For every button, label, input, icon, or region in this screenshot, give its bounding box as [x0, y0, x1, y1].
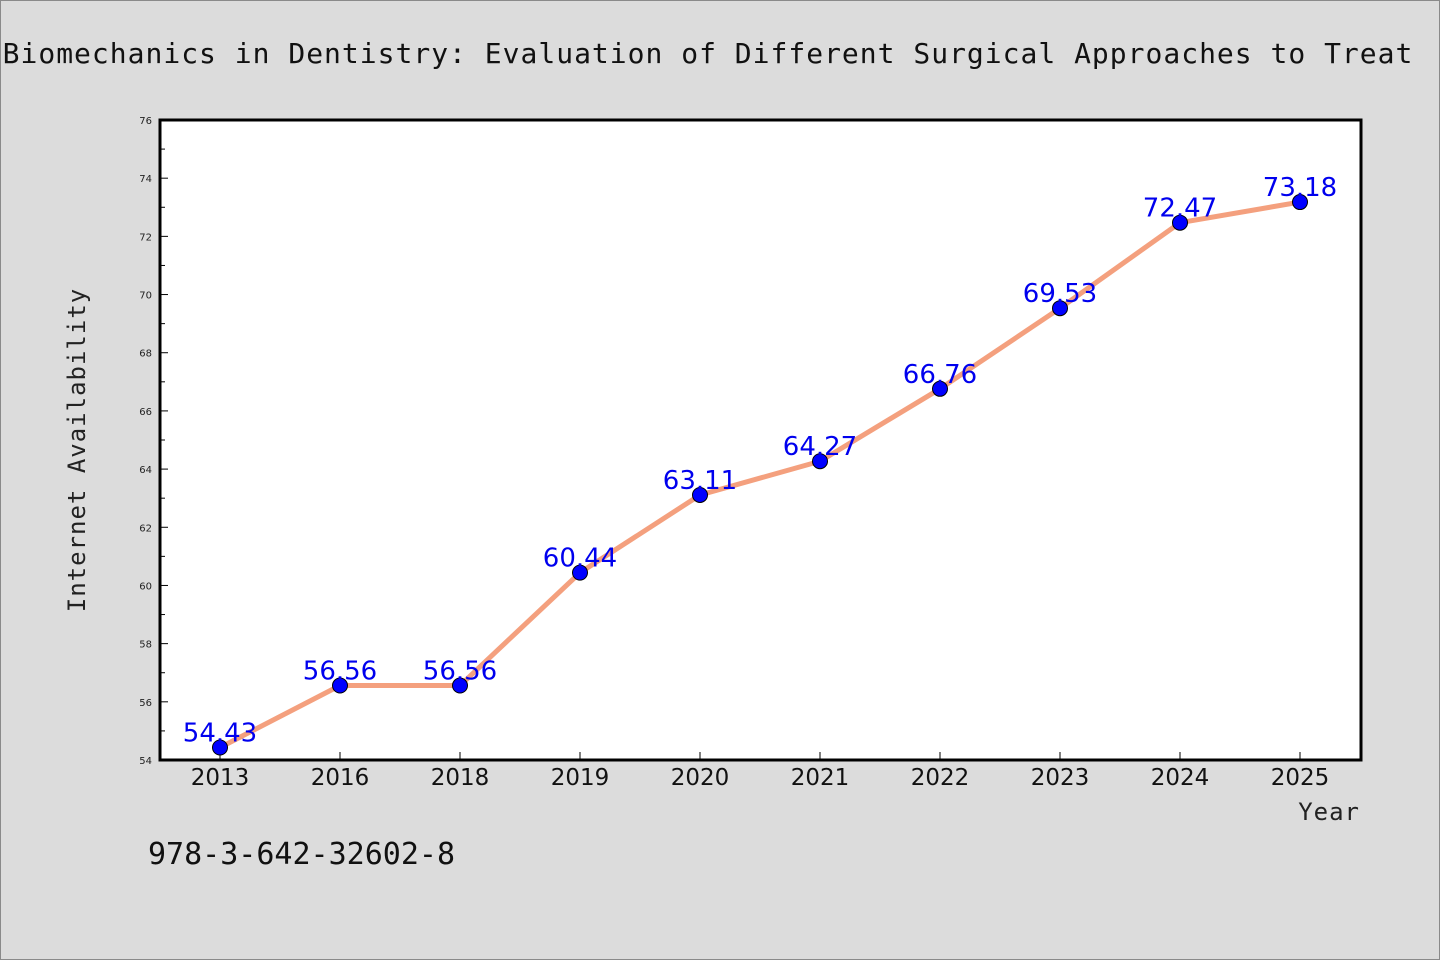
- x-axis: 2013 2016 2018 2019 2020 2021 2022 2023 2024 2025: [191, 752, 1330, 791]
- y-tick-label: 62: [139, 523, 152, 534]
- data-label: 73.18: [1263, 173, 1337, 203]
- data-point-marker: [452, 677, 468, 694]
- data-point-marker: [1052, 300, 1068, 317]
- y-tick-label: 54: [139, 756, 152, 767]
- isbn-text: 978-3-642-32602-8: [148, 837, 455, 872]
- x-tick-label: 2020: [671, 765, 730, 791]
- x-tick-label: 2016: [311, 765, 370, 791]
- y-axis: 54 56 58 60 62 64 66 68 70 72 74 76: [139, 116, 168, 767]
- x-tick-label: 2019: [551, 765, 610, 791]
- data-point-marker: [932, 380, 948, 397]
- y-tick-label: 58: [139, 640, 152, 651]
- data-label: 54.43: [183, 718, 257, 748]
- data-label: 64.27: [783, 432, 857, 462]
- data-point-marker: [1172, 214, 1188, 231]
- y-tick-label: 74: [139, 174, 152, 185]
- y-tick-label: 76: [139, 116, 152, 127]
- data-point-marker: [812, 453, 828, 470]
- data-label: 63.11: [663, 466, 737, 496]
- y-tick-label: 60: [139, 581, 152, 592]
- x-tick-label: 2018: [431, 765, 490, 791]
- x-axis-label: Year: [1298, 798, 1360, 826]
- series-line: [217, 199, 1303, 750]
- y-tick-label: 68: [139, 349, 152, 360]
- chart-title: Biomechanics in Dentistry: Evaluation of…: [3, 37, 1414, 70]
- data-point-marker: [332, 677, 348, 694]
- x-tick-label: 2023: [1031, 765, 1090, 791]
- y-tick-label: 70: [139, 291, 152, 302]
- y-tick-label: 56: [139, 698, 152, 709]
- x-tick-label: 2024: [1151, 765, 1210, 791]
- data-label: 66.76: [903, 360, 977, 390]
- x-tick-label: 2013: [191, 765, 250, 791]
- x-tick-label: 2022: [911, 765, 970, 791]
- y-tick-label: 72: [139, 232, 152, 243]
- data-point-marker: [1292, 194, 1308, 211]
- data-label: 60.44: [543, 544, 617, 574]
- data-point-marker: [212, 739, 228, 756]
- data-label: 72.47: [1143, 194, 1217, 224]
- x-tick-label: 2025: [1271, 765, 1330, 791]
- plot-area: [158, 118, 1363, 762]
- data-label: 56.56: [423, 657, 497, 687]
- data-label: 56.56: [303, 657, 377, 687]
- y-tick-label: 66: [139, 407, 152, 418]
- y-tick-label: 64: [139, 465, 152, 476]
- data-label: 69.53: [1023, 279, 1097, 309]
- x-tick-label: 2021: [791, 765, 850, 791]
- y-axis-label: Internet Availability: [63, 288, 91, 612]
- data-point-marker: [572, 564, 588, 581]
- series-group: 54.43 56.56 56.56 60.44 63.11 64.27 66.76 69.53…: [183, 173, 1337, 756]
- data-point-marker: [692, 486, 708, 503]
